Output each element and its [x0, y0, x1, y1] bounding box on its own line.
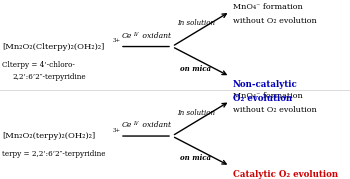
Text: oxidant: oxidant	[140, 121, 171, 129]
Text: without O₂ evolution: without O₂ evolution	[233, 16, 317, 25]
Text: 3+: 3+	[113, 128, 121, 132]
Text: on mica: on mica	[181, 154, 211, 162]
Text: In solution: In solution	[177, 108, 215, 117]
Text: Ce: Ce	[122, 32, 132, 40]
Text: MnO₄⁻ formation: MnO₄⁻ formation	[233, 92, 303, 100]
Text: terpy = 2,2’:6’2″-terpyridine: terpy = 2,2’:6’2″-terpyridine	[2, 150, 105, 158]
Text: Clterpy = 4’-chloro-: Clterpy = 4’-chloro-	[2, 61, 75, 69]
Text: on mica: on mica	[181, 65, 211, 72]
Text: 2,2’:6’2″-terpyridine: 2,2’:6’2″-terpyridine	[12, 72, 86, 81]
Text: IV: IV	[133, 121, 138, 126]
Text: In solution: In solution	[177, 19, 215, 27]
Text: without O₂ evolution: without O₂ evolution	[233, 106, 317, 114]
Text: oxidant: oxidant	[140, 32, 171, 40]
Text: [Mn₂O₂(terpy)₂(OH₂)₂]: [Mn₂O₂(terpy)₂(OH₂)₂]	[2, 132, 95, 140]
Text: O₂ evolution: O₂ evolution	[233, 94, 292, 103]
Text: Catalytic O₂ evolution: Catalytic O₂ evolution	[233, 170, 338, 178]
Text: [Mn₂O₂(Clterpy)₂(OH₂)₂]: [Mn₂O₂(Clterpy)₂(OH₂)₂]	[2, 43, 104, 50]
Text: Non-catalytic: Non-catalytic	[233, 80, 298, 89]
Text: Ce: Ce	[122, 121, 132, 129]
Text: MnO₄⁻ formation: MnO₄⁻ formation	[233, 3, 303, 11]
Text: IV: IV	[133, 32, 138, 37]
Text: 3+: 3+	[113, 38, 121, 43]
